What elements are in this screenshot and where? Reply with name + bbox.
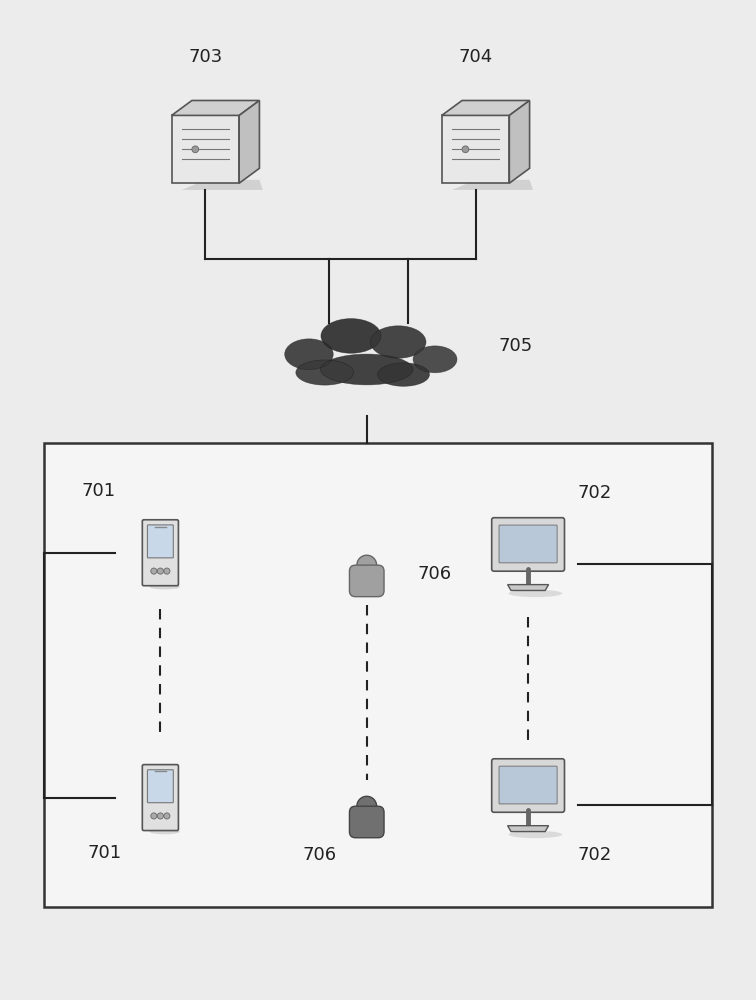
Ellipse shape bbox=[370, 326, 426, 358]
Polygon shape bbox=[239, 100, 259, 183]
Circle shape bbox=[192, 146, 199, 153]
Text: 702: 702 bbox=[577, 484, 612, 502]
Circle shape bbox=[462, 146, 469, 153]
Polygon shape bbox=[510, 100, 530, 183]
Ellipse shape bbox=[355, 590, 379, 595]
Ellipse shape bbox=[413, 346, 457, 373]
FancyBboxPatch shape bbox=[142, 765, 178, 831]
FancyBboxPatch shape bbox=[147, 770, 173, 803]
FancyBboxPatch shape bbox=[44, 443, 712, 907]
Polygon shape bbox=[172, 115, 239, 183]
Ellipse shape bbox=[285, 339, 333, 370]
Text: 705: 705 bbox=[498, 337, 532, 355]
Circle shape bbox=[157, 568, 163, 574]
Circle shape bbox=[164, 813, 170, 819]
FancyBboxPatch shape bbox=[499, 766, 557, 804]
Polygon shape bbox=[507, 585, 549, 590]
Polygon shape bbox=[507, 826, 549, 832]
Circle shape bbox=[357, 555, 376, 575]
Polygon shape bbox=[181, 180, 263, 190]
Ellipse shape bbox=[296, 360, 354, 385]
Ellipse shape bbox=[509, 831, 562, 838]
FancyBboxPatch shape bbox=[142, 520, 178, 586]
Ellipse shape bbox=[321, 319, 381, 353]
Text: 701: 701 bbox=[82, 482, 116, 500]
Ellipse shape bbox=[150, 584, 180, 589]
FancyBboxPatch shape bbox=[499, 525, 557, 563]
FancyBboxPatch shape bbox=[349, 565, 384, 597]
Polygon shape bbox=[452, 180, 533, 190]
Text: 706: 706 bbox=[302, 846, 336, 864]
FancyBboxPatch shape bbox=[491, 759, 565, 812]
FancyBboxPatch shape bbox=[349, 806, 384, 838]
Polygon shape bbox=[172, 100, 259, 115]
Polygon shape bbox=[442, 115, 510, 183]
Text: 703: 703 bbox=[188, 48, 222, 66]
Circle shape bbox=[157, 813, 163, 819]
Ellipse shape bbox=[509, 590, 562, 597]
Circle shape bbox=[150, 568, 157, 574]
Text: 706: 706 bbox=[417, 565, 451, 583]
Text: 701: 701 bbox=[87, 844, 121, 862]
Circle shape bbox=[357, 796, 376, 816]
Circle shape bbox=[164, 568, 170, 574]
FancyBboxPatch shape bbox=[147, 525, 173, 558]
FancyBboxPatch shape bbox=[491, 518, 565, 571]
Text: 704: 704 bbox=[458, 48, 493, 66]
Ellipse shape bbox=[321, 354, 413, 385]
Ellipse shape bbox=[150, 829, 180, 834]
Text: 702: 702 bbox=[577, 846, 612, 864]
Ellipse shape bbox=[377, 363, 429, 386]
Ellipse shape bbox=[355, 831, 379, 836]
Circle shape bbox=[150, 813, 157, 819]
Polygon shape bbox=[442, 100, 530, 115]
